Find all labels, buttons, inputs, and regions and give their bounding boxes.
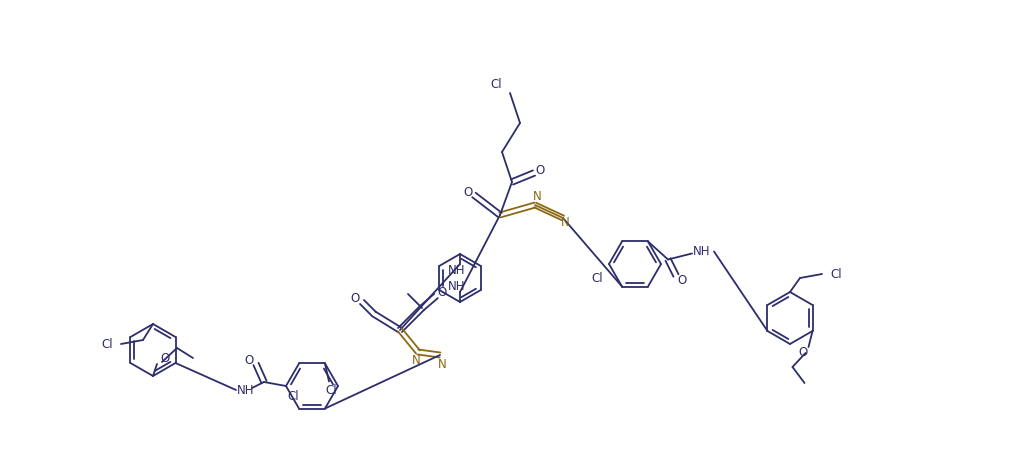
Text: NH: NH	[449, 280, 466, 294]
Text: Cl: Cl	[287, 390, 298, 403]
Text: Cl: Cl	[592, 272, 603, 285]
Text: O: O	[677, 274, 686, 287]
Text: N: N	[533, 190, 541, 204]
Text: NH: NH	[238, 384, 255, 397]
Text: O: O	[797, 347, 807, 359]
Text: Cl: Cl	[830, 268, 842, 280]
Text: O: O	[463, 187, 472, 199]
Text: O: O	[437, 286, 447, 298]
Text: O: O	[244, 354, 253, 367]
Text: Cl: Cl	[325, 384, 336, 397]
Text: O: O	[535, 163, 544, 177]
Text: Cl: Cl	[101, 337, 113, 350]
Text: NH: NH	[694, 245, 711, 258]
Text: N: N	[412, 355, 421, 367]
Text: O: O	[351, 291, 359, 305]
Text: NH: NH	[449, 264, 466, 277]
Text: Cl: Cl	[490, 79, 502, 91]
Text: N: N	[437, 357, 447, 370]
Text: N: N	[561, 217, 569, 229]
Text: O: O	[161, 353, 170, 366]
